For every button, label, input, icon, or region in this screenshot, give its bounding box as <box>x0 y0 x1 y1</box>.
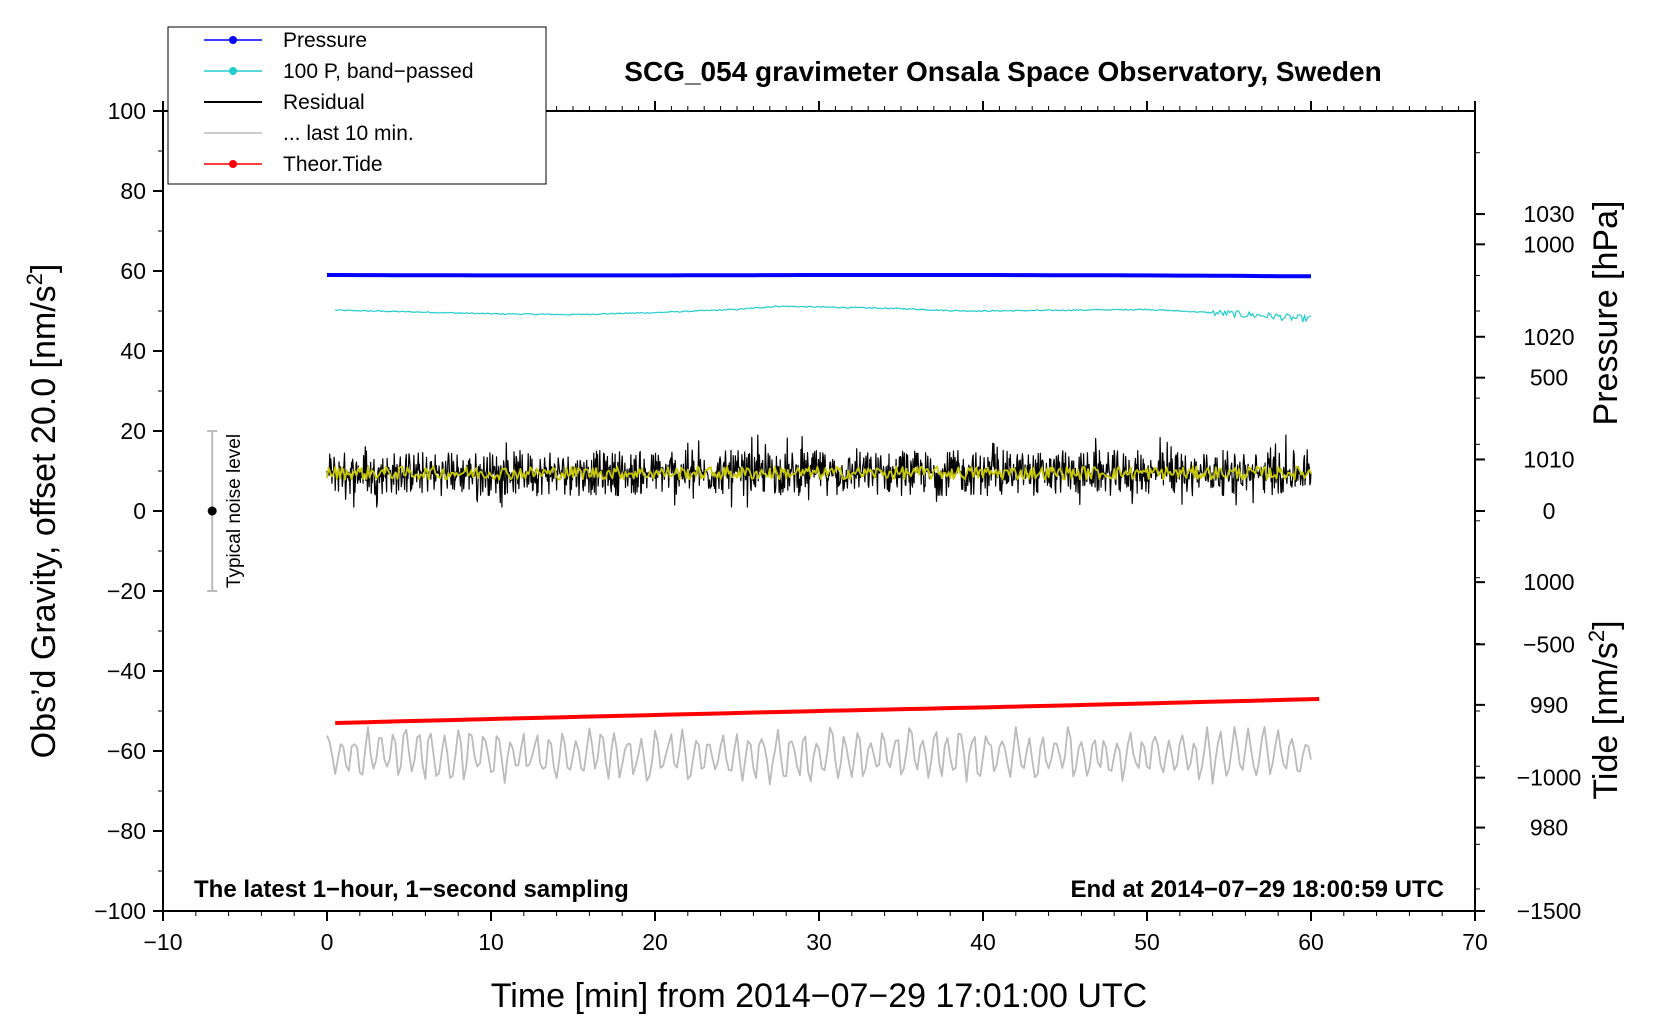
series-last-10-min <box>326 726 1312 786</box>
x-tick-label: 0 <box>321 929 334 955</box>
series-pressure <box>327 273 1311 279</box>
y-axis-label-pressure: Pressure [hPa] <box>1587 201 1625 426</box>
annotation-end-time: End at 2014−07−29 18:00:59 UTC <box>1070 876 1444 903</box>
y-axis-label-tide-main: Tide [nm/s <box>1587 642 1625 799</box>
x-tick-label: −10 <box>143 929 182 955</box>
y-tick-label: 40 <box>120 338 146 364</box>
legend-item-3-label: ... last 10 min. <box>283 122 414 145</box>
x-tick-label: 20 <box>642 929 668 955</box>
tide-tick-label: 500 <box>1530 365 1568 391</box>
legend-box <box>167 26 547 185</box>
y-axis-label-left: Obs’d Gravity, offset 20.0 [nm/s2] <box>22 264 63 759</box>
x-tick-label: 60 <box>1298 929 1324 955</box>
pressure-tick-label: 1020 <box>1523 324 1574 350</box>
pressure-tick-label: 1030 <box>1523 201 1574 227</box>
pressure-tick-label: 990 <box>1530 692 1568 718</box>
y-axis-label-tide: Tide [nm/s2] <box>1584 620 1625 799</box>
tick-labels-layer: −10 0 10 20 30 40 50 60 70100806040200−20−40−60−… <box>94 98 1581 955</box>
pressure-tick-label: 1010 <box>1523 446 1574 472</box>
y-tick-label: 100 <box>108 98 146 124</box>
tide-tick-label: −1000 <box>1517 765 1582 791</box>
ticks-layer <box>153 101 1485 921</box>
series-residual-smoothed <box>326 465 1312 481</box>
annotation-sampling: The latest 1−hour, 1−second sampling <box>194 876 629 903</box>
y-tick-label: −20 <box>107 578 146 604</box>
chart-title: SCG_054 gravimeter Onsala Space Observat… <box>624 56 1381 87</box>
x-tick-label: 40 <box>970 929 996 955</box>
tide-tick-label: −500 <box>1523 631 1575 657</box>
legend-item-4-label: Theor.Tide <box>283 153 383 176</box>
series-100-p-band-passed <box>335 305 1312 323</box>
y-tick-label: −40 <box>107 658 146 684</box>
y-axis-label-left-main: Obs’d Gravity, offset 20.0 [nm/s <box>25 285 63 758</box>
legend-item-0-marker <box>229 36 237 44</box>
y-tick-label: 60 <box>120 258 146 284</box>
pressure-tick-label: 1000 <box>1523 569 1574 595</box>
legend-item-1-label: 100 P, band−passed <box>283 60 474 83</box>
noise-bar: Typical noise level <box>207 430 245 592</box>
x-tick-label: 50 <box>1134 929 1160 955</box>
x-tick-label: 70 <box>1462 929 1488 955</box>
y-tick-label: 80 <box>120 178 146 204</box>
x-tick-label: 10 <box>478 929 504 955</box>
legend: Pressure 100 P, band−passed Residual ... la… <box>167 26 547 185</box>
plot-frame <box>162 110 1476 912</box>
noise-bar-center-dot <box>207 506 217 516</box>
noise-level-label: Typical noise level <box>224 434 245 588</box>
y-axis-label-left-sup: 2 <box>22 273 47 285</box>
y-axis-label-tide-end: ] <box>1587 620 1625 629</box>
y-tick-label: 20 <box>120 418 146 444</box>
legend-item-1-marker <box>229 67 237 75</box>
legend-item-4-marker <box>229 160 237 168</box>
legend-item-0-label: Pressure <box>283 29 367 52</box>
y-axis-label-tide-sup: 2 <box>1584 630 1609 642</box>
series-theor-tide <box>335 697 1320 725</box>
x-axis-label: Time [min] from 2014−07−29 17:01:00 UTC <box>491 977 1147 1015</box>
x-tick-label: 30 <box>806 929 832 955</box>
pressure-tick-label: 980 <box>1530 815 1568 841</box>
y-tick-label: −100 <box>94 898 146 924</box>
series-layer <box>326 273 1320 786</box>
tide-tick-label: 1000 <box>1523 231 1574 257</box>
tide-tick-label: −1500 <box>1517 898 1582 924</box>
y-axis-label-left-end: ] <box>25 264 63 273</box>
y-tick-label: 0 <box>133 498 146 524</box>
legend-items: Pressure 100 P, band−passed Residual ... la… <box>204 29 474 176</box>
legend-item-2-label: Residual <box>283 91 365 114</box>
tide-tick-label: 0 <box>1543 498 1556 524</box>
y-tick-label: −80 <box>107 818 146 844</box>
y-tick-label: −60 <box>107 738 146 764</box>
